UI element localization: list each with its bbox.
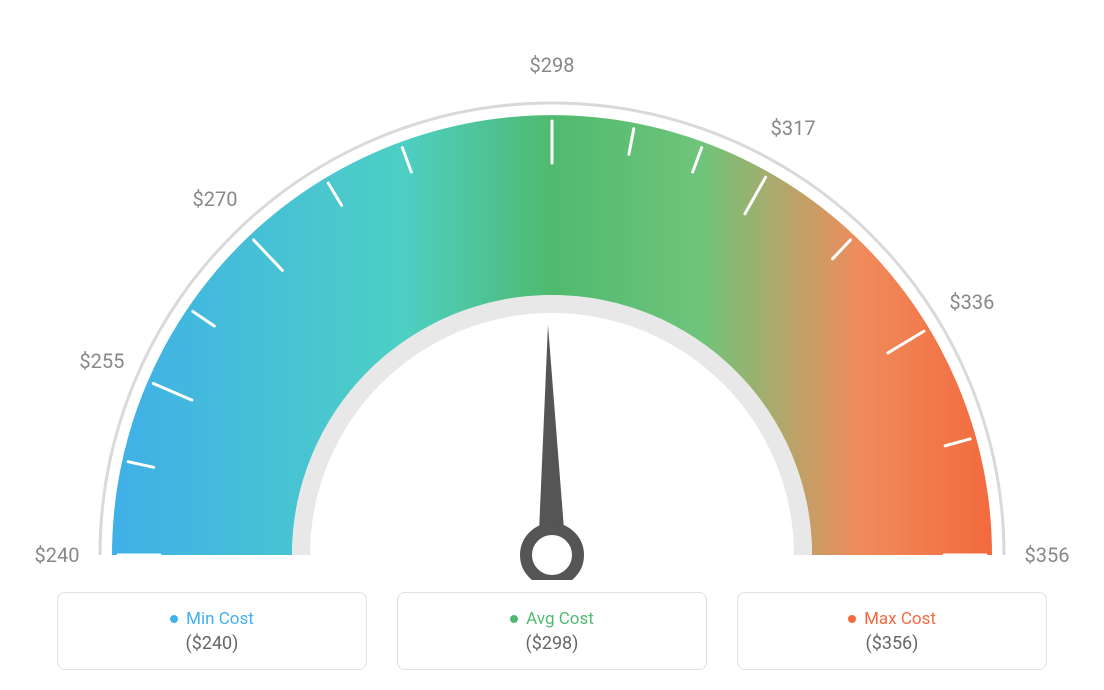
gauge-tick-label: $255 (79, 349, 124, 373)
legend-card-avg: Avg Cost ($298) (397, 592, 707, 670)
legend-card-max: Max Cost ($356) (737, 592, 1047, 670)
gauge-tick-label: $240 (35, 543, 80, 567)
gauge-tick-label: $336 (949, 290, 994, 314)
gauge-tick-label: $298 (530, 53, 575, 77)
legend-dot-avg (510, 615, 518, 623)
legend-dot-max (848, 615, 856, 623)
legend-card-min: Min Cost ($240) (57, 592, 367, 670)
gauge-tick-label: $317 (771, 116, 816, 140)
gauge-tick-label: $270 (193, 187, 238, 211)
legend-row: Min Cost ($240) Avg Cost ($298) Max Cost… (57, 592, 1047, 670)
legend-value-max: ($356) (866, 633, 919, 654)
legend-value-min: ($240) (186, 633, 239, 654)
legend-title-max: Max Cost (848, 609, 936, 629)
legend-label-min: Min Cost (186, 609, 254, 629)
legend-label-max: Max Cost (864, 609, 936, 629)
gauge-chart: $240$255$270$298$317$336$356 (52, 20, 1052, 580)
gauge-tick-label: $356 (1025, 543, 1070, 567)
legend-title-min: Min Cost (170, 609, 254, 629)
legend-dot-min (170, 615, 178, 623)
legend-title-avg: Avg Cost (510, 609, 594, 629)
legend-label-avg: Avg Cost (526, 609, 594, 629)
gauge-svg (52, 20, 1052, 580)
legend-value-avg: ($298) (526, 633, 579, 654)
